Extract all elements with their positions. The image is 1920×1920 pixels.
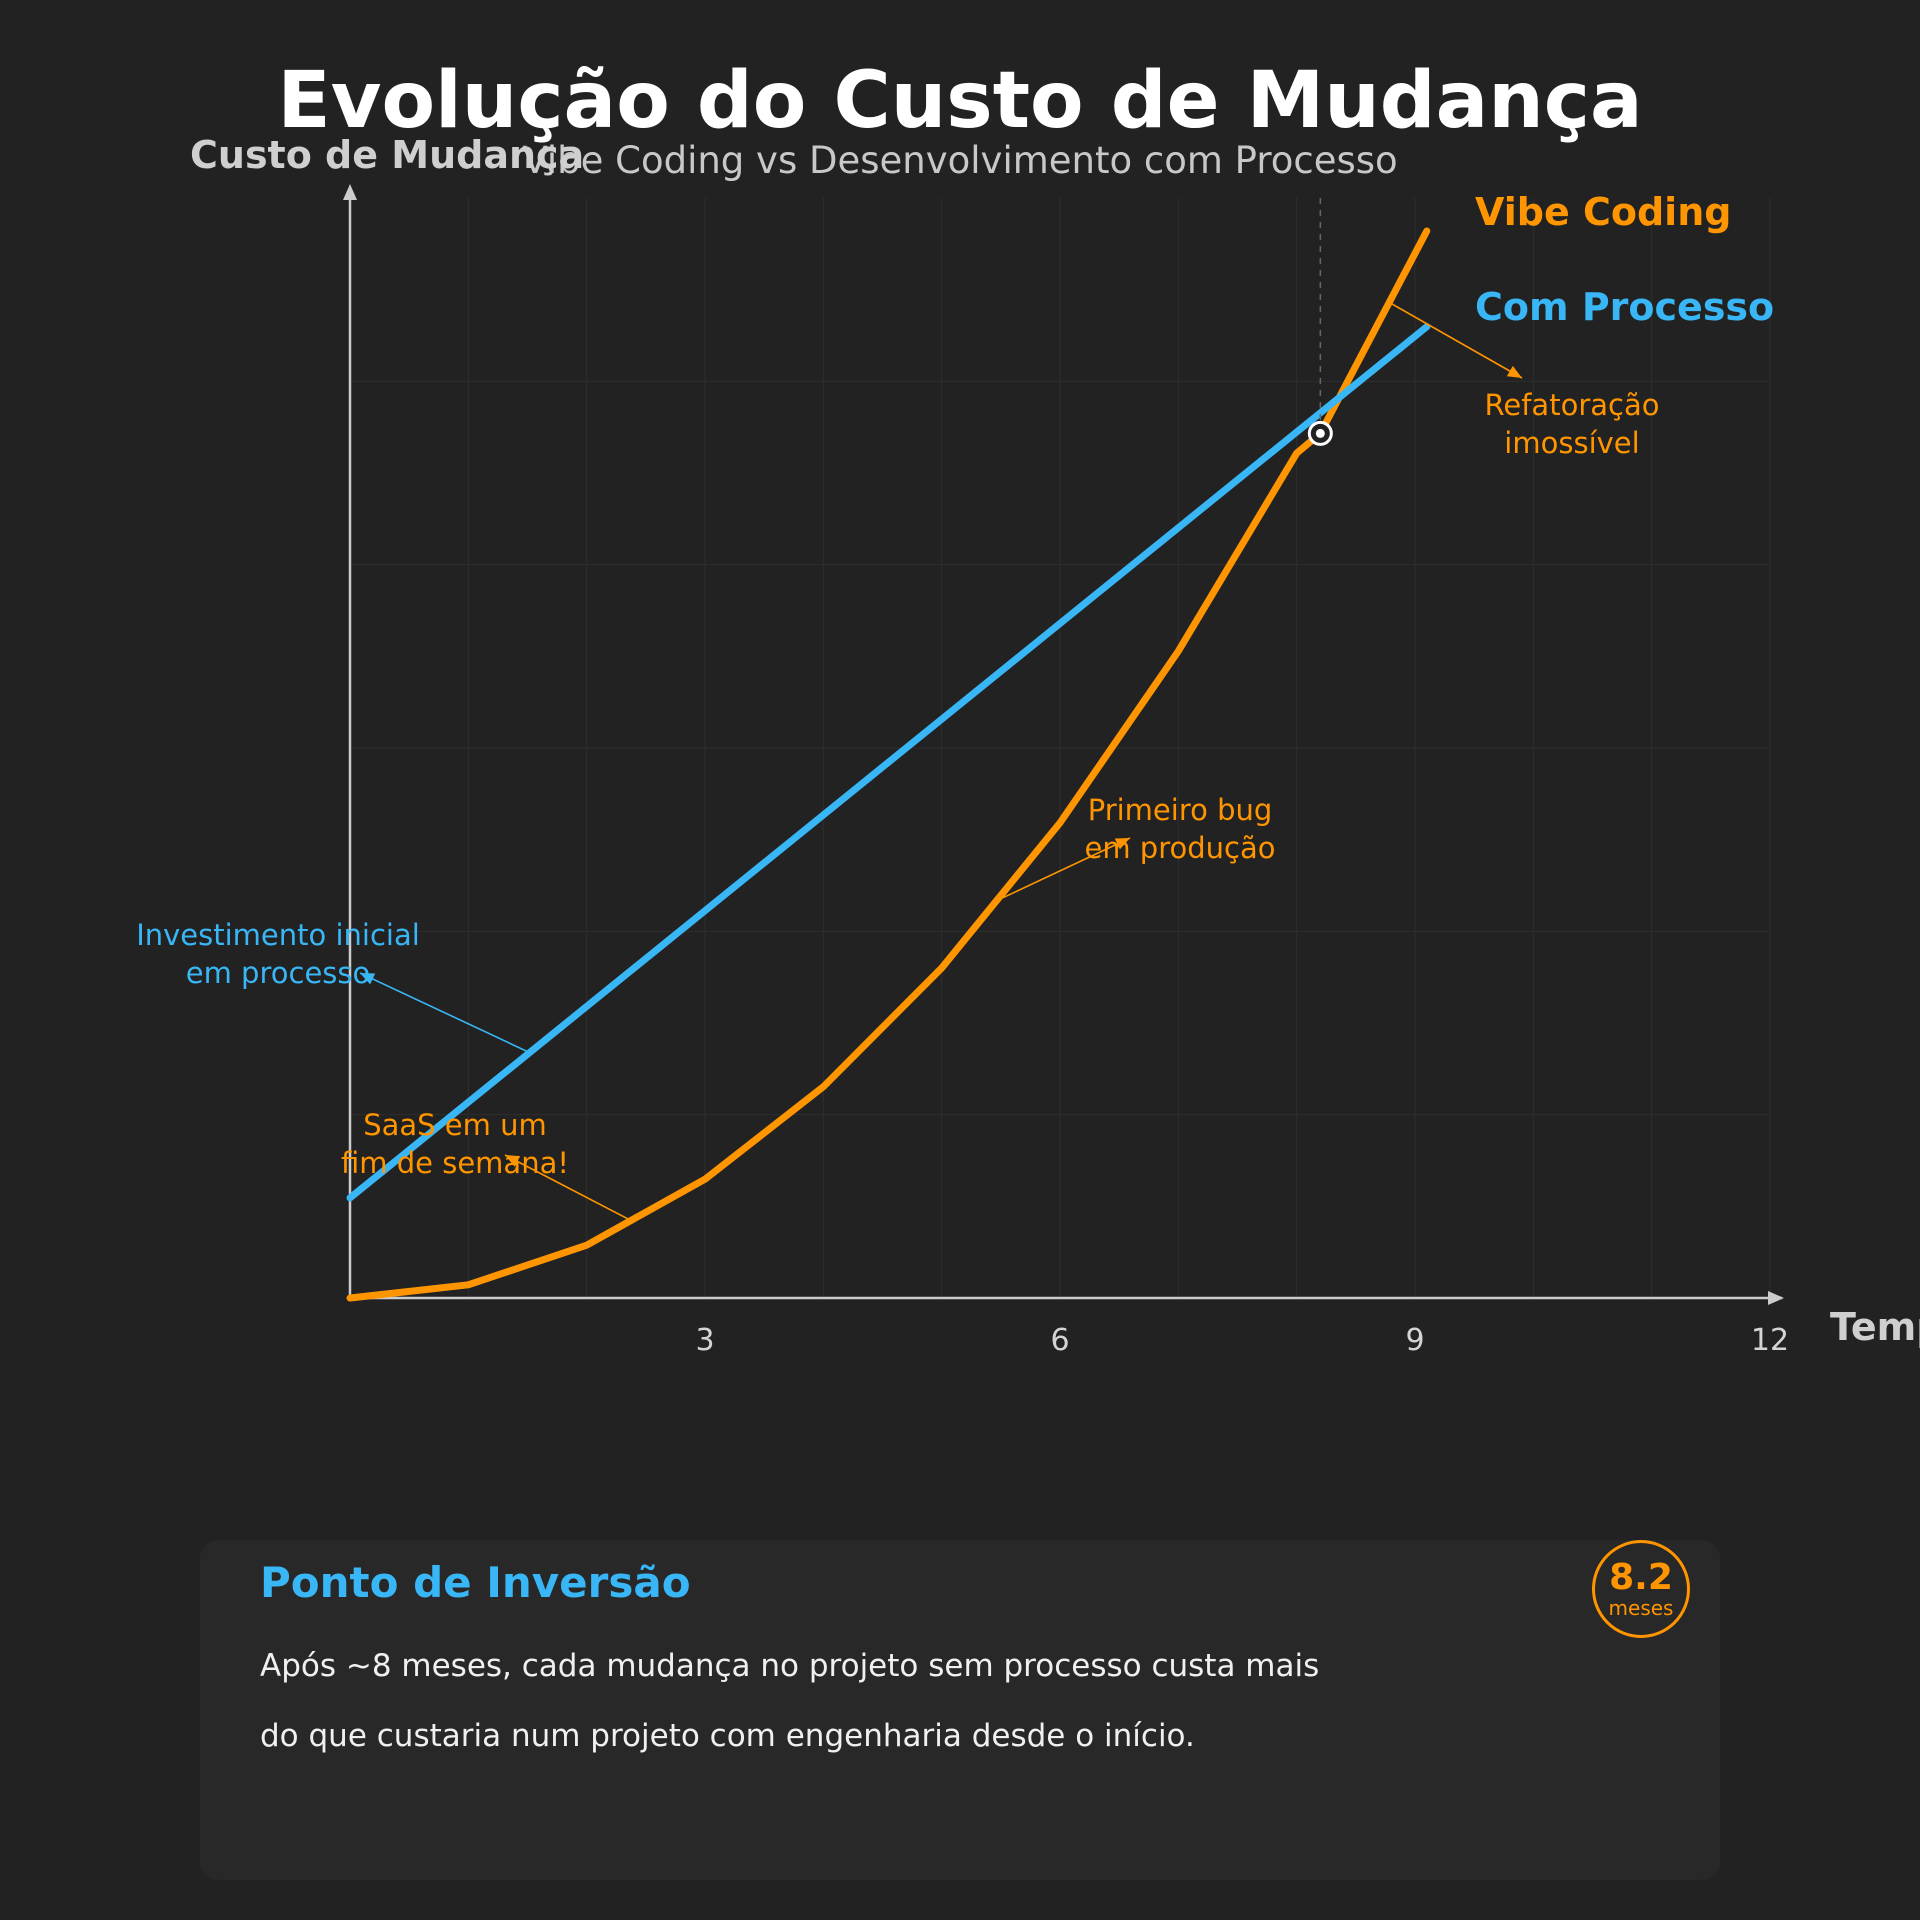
chart-title: Evolução do Custo de Mudança — [277, 56, 1642, 146]
x-tick-label: 3 — [695, 1323, 714, 1358]
cost-of-change-chart: Evolução do Custo de Mudança Vibe Coding… — [136, 56, 1920, 1358]
x-tick-label: 6 — [1050, 1323, 1069, 1358]
crossover-dot — [1315, 428, 1325, 438]
annotation-label: SaaS em um — [363, 1108, 547, 1142]
insight-text: Após ~8 meses, cada mudança no projeto s… — [260, 1648, 1320, 1754]
annotation-label: Primeiro bug — [1088, 793, 1273, 827]
insight-title: Ponto de Inversão — [260, 1558, 691, 1607]
crossover-marker — [1307, 198, 1333, 446]
annotation-label: em processo — [186, 956, 371, 990]
line-labels: Vibe Coding Com Processo — [1475, 190, 1774, 329]
x-axis-label: Tempo — [1830, 1305, 1920, 1349]
annotation-connector — [1390, 302, 1523, 379]
com-processo-line — [346, 323, 1431, 1202]
series-label: Vibe Coding — [1475, 190, 1731, 234]
chart-subtitle: Vibe Coding vs Desenvolvimento com Proce… — [522, 139, 1397, 182]
axes — [343, 184, 1784, 1305]
vibe-coding-line — [346, 227, 1431, 1302]
series-lines — [346, 227, 1431, 1302]
x-tick-label: 12 — [1751, 1323, 1789, 1358]
annotation-connector — [504, 1154, 635, 1223]
annotation-arrowhead — [505, 1155, 521, 1167]
annotation-connector — [359, 972, 528, 1053]
annotations: Investimento inicial em processo SaaS em u… — [136, 302, 1660, 1223]
annotation-connector — [1000, 837, 1131, 900]
annotation-label: Refatoração — [1485, 388, 1660, 422]
badge-unit: meses — [1608, 1596, 1674, 1620]
annotation-label: fim de semana! — [341, 1146, 569, 1180]
annotation-arrowhead — [360, 973, 376, 985]
annotation-label: em produção — [1085, 831, 1276, 865]
series-label: Com Processo — [1475, 285, 1774, 329]
annotation-label: Investimento inicial — [136, 918, 420, 952]
annotation-arrowhead — [1506, 365, 1522, 378]
x-axis-arrow — [1768, 1291, 1784, 1305]
months-badge: 8.2 meses — [1592, 1540, 1690, 1638]
y-axis-arrow — [343, 184, 357, 200]
y-axis-label: Custo de Mudança — [190, 133, 584, 177]
annotation-label: imossível — [1504, 426, 1639, 460]
x-tick-label: 9 — [1405, 1323, 1424, 1358]
insight-card: Ponto de Inversão Após ~8 meses, cada mu… — [200, 1540, 1720, 1880]
annotation-arrowhead — [1114, 838, 1130, 850]
badge-value: 8.2 — [1609, 1557, 1673, 1598]
grid — [349, 198, 1771, 1299]
x-ticks: 3 6 9 12 — [695, 1323, 1789, 1358]
